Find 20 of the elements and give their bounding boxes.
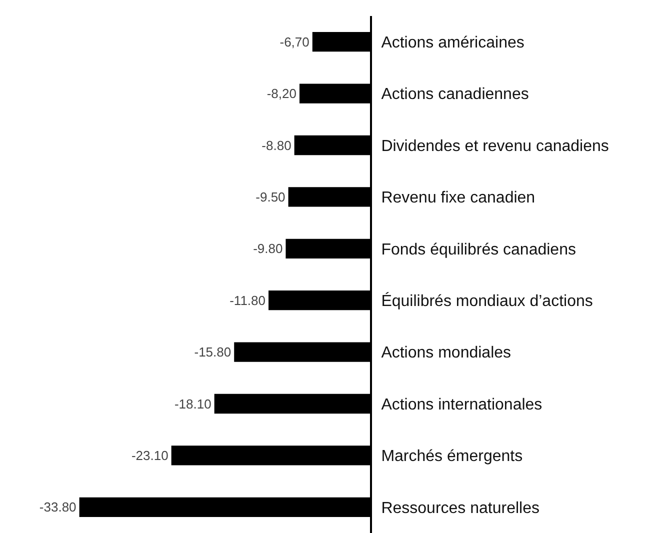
y-tick-label: Actions mondiales: [381, 344, 512, 362]
y-tick-label: Équilibrés mondiaux d’actions: [381, 292, 593, 310]
data-label: -15.80: [194, 344, 232, 360]
y-tick-label: Actions canadiennes: [381, 86, 529, 104]
data-label: -8,20: [266, 86, 296, 102]
data-label: -11.80: [230, 292, 266, 308]
data-label: -23.10: [131, 448, 168, 463]
data-label: -33.80: [39, 500, 76, 515]
data-label: -18.10: [174, 396, 212, 412]
y-tick-label: Revenu fixe canadien: [381, 190, 536, 207]
y-tick-label: Dividendes et revenu canadiens: [381, 138, 609, 155]
y-tick-label: Marchés émergents: [381, 448, 523, 466]
data-label: -6,70: [280, 34, 310, 50]
y-tick-label: Actions internationales: [381, 396, 542, 414]
y-tick-label: Actions américaines: [381, 34, 524, 52]
y-tick-label: Ressources naturelles: [381, 500, 540, 517]
y-tick-label: Fonds équilibrés canadiens: [381, 241, 576, 258]
data-label: -9.80: [253, 241, 283, 256]
data-label: -8.80: [262, 138, 292, 153]
data-label: -9.50: [256, 189, 286, 204]
